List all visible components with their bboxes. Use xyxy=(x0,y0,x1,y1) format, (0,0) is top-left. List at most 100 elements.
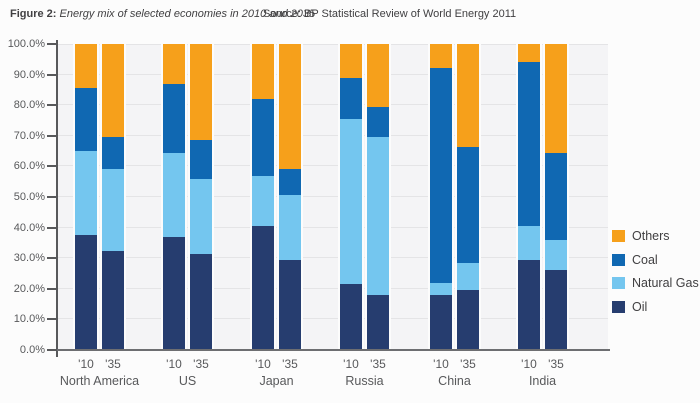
gridline xyxy=(57,44,608,45)
figure-label: Figure 2: xyxy=(10,8,57,20)
bar-segment-natural-gas xyxy=(163,152,185,237)
legend-swatch-others xyxy=(612,230,625,242)
year-label: '35 xyxy=(105,357,121,371)
bar-segment-others xyxy=(75,44,97,89)
x-label-block-india: '10 '35 India xyxy=(516,357,569,388)
gridline xyxy=(57,104,608,105)
bar-segment-oil xyxy=(163,236,185,350)
gridline xyxy=(57,227,608,228)
bar-japan-10 xyxy=(250,44,276,350)
y-axis-tick-label: 0.0% xyxy=(19,344,45,356)
bar-segment-oil xyxy=(545,270,567,350)
figure-header: Figure 2: Energy mix of selected economi… xyxy=(10,8,315,20)
bar-north-america-35 xyxy=(100,44,126,350)
source-title: BP Statistical Review of World Energy 20… xyxy=(303,8,517,20)
bar-india-35 xyxy=(543,44,569,350)
legend-label: Oil xyxy=(632,299,648,314)
y-axis-tick xyxy=(47,104,57,106)
bar-segment-coal xyxy=(430,68,452,283)
year-label: '35 xyxy=(282,357,298,371)
bar-us-10 xyxy=(161,44,187,350)
legend-swatch-coal xyxy=(612,253,625,266)
legend-label: Others xyxy=(632,229,670,243)
legend-item-natural-gas: Natural Gas xyxy=(612,276,699,290)
year-label: '35 xyxy=(548,357,564,371)
bar-japan-35 xyxy=(277,44,303,350)
x-axis-labels: '10'35 North America '10'35 US '10'35 Japan '1… xyxy=(57,357,608,397)
bar-segment-oil xyxy=(252,226,274,350)
source-note: Source: BP Statistical Review of World E… xyxy=(263,8,516,20)
gridline xyxy=(57,165,608,166)
plot-area xyxy=(57,44,608,350)
legend-item-oil: Oil xyxy=(612,299,699,314)
y-axis-tick-label: 60.0% xyxy=(13,160,45,172)
country-label-north-america: North America xyxy=(59,374,140,388)
bar-segment-coal xyxy=(367,106,389,138)
bar-segment-coal xyxy=(545,152,567,240)
year-labels: '10 '35 xyxy=(428,357,481,371)
bar-segment-oil xyxy=(279,259,301,350)
bar-segment-others xyxy=(190,44,212,141)
bar-segment-natural-gas xyxy=(102,169,124,251)
legend: Others Coal Natural Gas Oil xyxy=(612,229,699,324)
legend-item-others: Others xyxy=(612,229,699,243)
y-axis-labels: 100.0% 90.0% 80.0% 70.0% 60.0% 50.0% 40.0% 30.0… xyxy=(0,38,45,356)
bar-segment-others xyxy=(340,44,362,78)
bar-russia-35 xyxy=(365,44,391,350)
bar-china-35 xyxy=(455,44,481,350)
bar-segment-natural-gas xyxy=(279,195,301,260)
source-label: Source: xyxy=(263,8,301,20)
y-axis-tick xyxy=(47,349,57,351)
y-axis-tick-label: 80.0% xyxy=(13,99,45,111)
bar-segment-oil xyxy=(430,294,452,350)
y-axis-tick-label: 100.0% xyxy=(7,38,45,50)
gridline xyxy=(57,288,608,289)
year-label: '10 xyxy=(78,357,94,371)
y-axis-tick xyxy=(47,74,57,76)
y-axis-tick xyxy=(47,43,57,45)
bar-segment-natural-gas xyxy=(545,239,567,271)
y-axis-tick-label: 30.0% xyxy=(13,252,45,264)
bar-segment-others xyxy=(457,44,479,147)
x-label-block-north-america: '10 '35 North America xyxy=(60,357,139,388)
bar-segment-natural-gas xyxy=(340,118,362,285)
year-labels: '10 '35 xyxy=(250,357,303,371)
country-label-us: US xyxy=(178,374,197,388)
gridline xyxy=(57,318,608,319)
country-label-india: India xyxy=(528,374,557,388)
bar-segment-coal xyxy=(340,77,362,119)
bar-russia-10 xyxy=(338,44,364,350)
bar-segment-coal xyxy=(190,140,212,179)
bar-group-russia xyxy=(338,44,391,350)
x-axis-line xyxy=(48,349,610,351)
y-axis-tick-label: 20.0% xyxy=(13,283,45,295)
year-label: '35 xyxy=(193,357,209,371)
bar-segment-oil xyxy=(340,284,362,350)
year-label: '10 xyxy=(343,357,359,371)
bar-segment-natural-gas xyxy=(252,175,274,227)
bar-india-10 xyxy=(516,44,542,350)
year-labels: '10 '35 xyxy=(516,357,569,371)
bar-group-japan xyxy=(250,44,303,350)
bar-segment-others xyxy=(518,44,540,63)
x-label-block-us: '10 '35 US xyxy=(161,357,214,388)
y-axis-tick-label: 10.0% xyxy=(13,313,45,325)
y-axis-tick xyxy=(47,318,57,320)
legend-item-coal: Coal xyxy=(612,253,699,267)
y-axis-tick-label: 40.0% xyxy=(13,222,45,234)
x-label-block-china: '10 '35 China xyxy=(428,357,481,388)
country-label-japan: Japan xyxy=(259,374,294,388)
year-label: '35 xyxy=(370,357,386,371)
bar-segment-oil xyxy=(457,290,479,350)
bar-segment-natural-gas xyxy=(190,178,212,254)
y-axis-tick xyxy=(47,135,57,137)
bar-segment-natural-gas xyxy=(518,226,540,260)
bar-segment-natural-gas xyxy=(75,151,97,236)
bar-segment-coal xyxy=(252,99,274,176)
bar-us-35 xyxy=(188,44,214,350)
bar-group-india xyxy=(516,44,569,350)
y-axis-tick-label: 50.0% xyxy=(13,191,45,203)
year-labels: '10 '35 xyxy=(161,357,214,371)
x-label-block-russia: '10 '35 Russia xyxy=(338,357,391,388)
